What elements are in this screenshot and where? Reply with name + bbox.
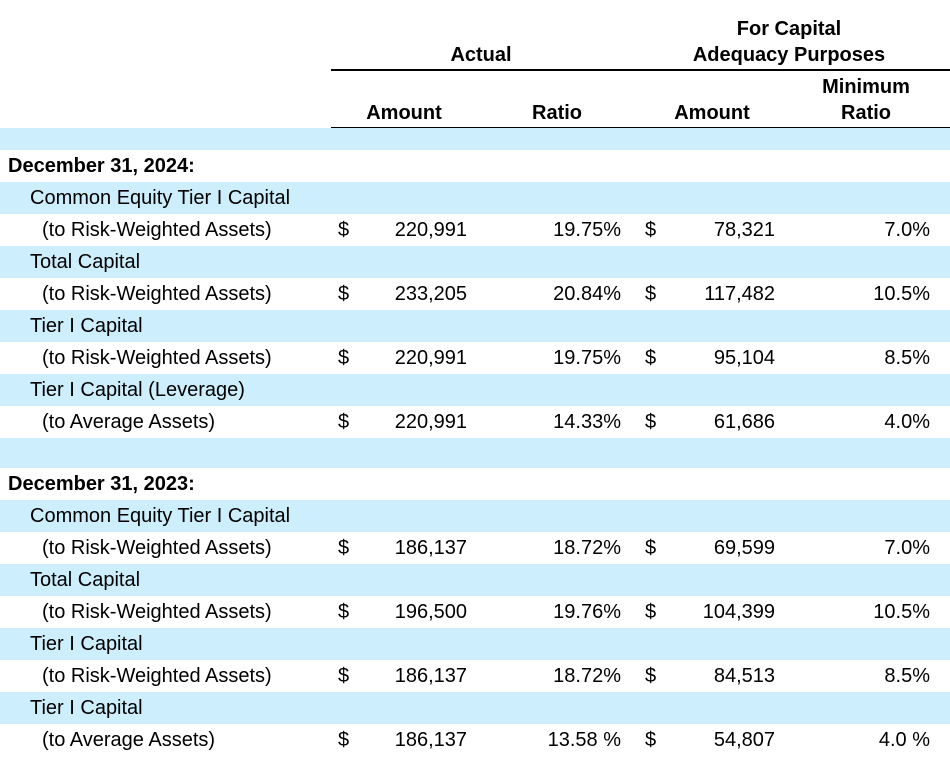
table-cell: $ xyxy=(338,411,350,433)
column-group-header: Adequacy Purposes xyxy=(692,44,886,66)
row-band xyxy=(0,500,950,532)
table-cell: 104,399 xyxy=(702,601,775,623)
table-cell: 19.75% xyxy=(553,347,621,369)
section-title: December 31, 2023: xyxy=(8,473,195,495)
table-cell: $ xyxy=(338,537,350,559)
table-cell: 117,482 xyxy=(704,283,775,305)
table-cell: $ xyxy=(338,729,350,751)
row-basis: (to Risk-Weighted Assets) xyxy=(42,347,272,369)
row-basis: (to Risk-Weighted Assets) xyxy=(42,283,272,305)
row-basis: (to Average Assets) xyxy=(42,411,216,433)
table-cell: 233,205 xyxy=(394,283,467,305)
table-cell: 8.5% xyxy=(884,665,930,687)
table-cell: 78,321 xyxy=(713,219,775,241)
table-cell: 186,137 xyxy=(394,729,467,751)
table-cell: $ xyxy=(645,729,657,751)
row-band xyxy=(0,438,950,468)
row-basis: (to Risk-Weighted Assets) xyxy=(42,537,272,559)
table-cell: 7.0% xyxy=(884,537,930,559)
table-cell: $ xyxy=(645,219,657,241)
table-cell: 186,137 xyxy=(394,537,467,559)
row-band xyxy=(0,564,950,596)
table-cell: 10.5% xyxy=(873,283,930,305)
table-cell: 95,104 xyxy=(713,347,775,369)
table-cell: 14.33% xyxy=(553,411,621,433)
table-cell: 20.84% xyxy=(553,283,621,305)
table-cell: $ xyxy=(338,665,350,687)
row-band xyxy=(0,374,950,406)
row-band xyxy=(0,628,950,660)
table-cell: 18.72% xyxy=(553,665,621,687)
table-cell: 8.5% xyxy=(884,347,930,369)
table-cell: 220,991 xyxy=(394,219,467,241)
row-band xyxy=(0,692,950,724)
table-cell: 7.0% xyxy=(884,219,930,241)
column-group-header: Actual xyxy=(450,44,512,66)
column-header: Amount xyxy=(674,102,750,124)
row-band xyxy=(0,246,950,278)
table-cell: $ xyxy=(338,601,350,623)
row-label: Tier I Capital (Leverage) xyxy=(30,379,245,401)
row-label: Common Equity Tier I Capital xyxy=(30,187,291,209)
row-band xyxy=(0,182,950,214)
table-cell: $ xyxy=(338,283,350,305)
table-cell: $ xyxy=(338,347,350,369)
table-cell: 54,807 xyxy=(713,729,775,751)
table-cell: $ xyxy=(645,537,657,559)
row-basis: (to Risk-Weighted Assets) xyxy=(42,665,272,687)
table-cell: 19.76% xyxy=(553,601,621,623)
row-label: Common Equity Tier I Capital xyxy=(30,505,291,527)
row-label: Tier I Capital xyxy=(30,315,143,337)
row-label: Total Capital xyxy=(30,569,141,591)
table-cell: $ xyxy=(645,411,657,433)
table-cell: 19.75% xyxy=(553,219,621,241)
table-cell: $ xyxy=(645,283,657,305)
header-rule xyxy=(331,69,950,71)
table-cell: $ xyxy=(645,347,657,369)
row-label: Tier I Capital xyxy=(30,697,143,719)
table-cell: 196,500 xyxy=(394,601,467,623)
table-cell: 10.5% xyxy=(873,601,930,623)
table-cell: 186,137 xyxy=(394,665,467,687)
column-header: Ratio xyxy=(532,102,582,124)
row-basis: (to Risk-Weighted Assets) xyxy=(42,601,272,623)
column-header: Amount xyxy=(366,102,442,124)
row-label: Total Capital xyxy=(30,251,141,273)
row-label: Tier I Capital xyxy=(30,633,143,655)
table-cell: 69,599 xyxy=(713,537,775,559)
section-title: December 31, 2024: xyxy=(8,155,195,177)
table-cell: 220,991 xyxy=(394,411,467,433)
row-basis: (to Average Assets) xyxy=(42,729,216,751)
table-cell: 61,686 xyxy=(713,411,775,433)
table-cell: 4.0% xyxy=(884,411,930,433)
table-cell: 18.72% xyxy=(553,537,621,559)
table-cell: 84,513 xyxy=(713,665,775,687)
column-header: Minimum xyxy=(822,76,910,98)
table-cell: $ xyxy=(645,665,657,687)
table-cell: 220,991 xyxy=(394,347,467,369)
column-header: Ratio xyxy=(841,102,891,124)
row-band xyxy=(0,128,950,150)
row-basis: (to Risk-Weighted Assets) xyxy=(42,219,272,241)
table-cell: $ xyxy=(645,601,657,623)
table-cell: 4.0 % xyxy=(878,729,930,751)
table-cell: 13.58 % xyxy=(547,729,621,751)
column-group-header: For Capital xyxy=(736,18,842,40)
table-cell: $ xyxy=(338,219,350,241)
row-band xyxy=(0,310,950,342)
